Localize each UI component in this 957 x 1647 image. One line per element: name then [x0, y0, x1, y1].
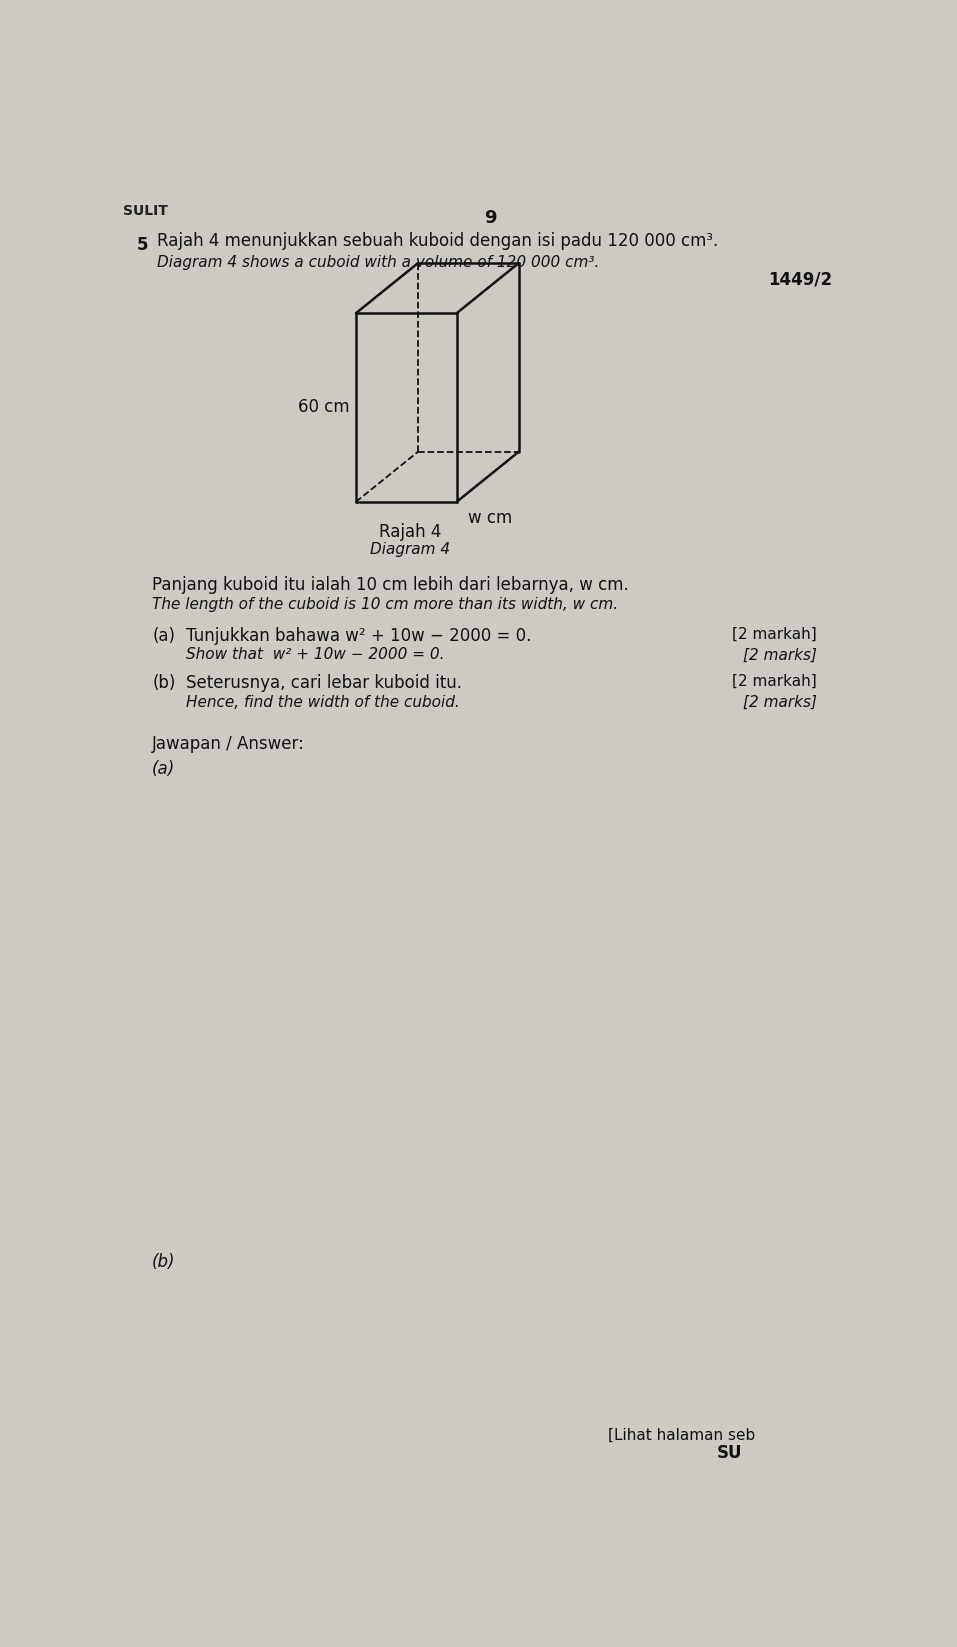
Text: [2 markah]: [2 markah]: [732, 674, 817, 690]
Text: Diagram 4 shows a cuboid with a volume of 120 000 cm³.: Diagram 4 shows a cuboid with a volume o…: [157, 255, 599, 270]
Text: [2 marks]: [2 marks]: [744, 695, 817, 710]
Text: 1449/2: 1449/2: [768, 270, 833, 288]
Text: 9: 9: [484, 209, 497, 227]
Text: Diagram 4: Diagram 4: [370, 542, 451, 557]
Text: [Lihat halaman seb: [Lihat halaman seb: [608, 1428, 755, 1443]
Text: SU: SU: [717, 1443, 742, 1461]
Text: Show that  w² + 10w − 2000 = 0.: Show that w² + 10w − 2000 = 0.: [186, 647, 444, 662]
Text: w cm: w cm: [468, 509, 513, 527]
Text: (b): (b): [152, 674, 175, 692]
Text: Jawapan / Answer:: Jawapan / Answer:: [152, 735, 305, 753]
Text: (a): (a): [152, 626, 175, 644]
Text: (b): (b): [152, 1252, 176, 1270]
Text: [2 marks]: [2 marks]: [744, 647, 817, 662]
Text: Tunjukkan bahawa w² + 10w − 2000 = 0.: Tunjukkan bahawa w² + 10w − 2000 = 0.: [186, 626, 531, 644]
Text: 60 cm: 60 cm: [299, 399, 350, 417]
Text: Panjang kuboid itu ialah 10 cm lebih dari lebarnya, w cm.: Panjang kuboid itu ialah 10 cm lebih dar…: [152, 576, 629, 593]
Text: (a): (a): [152, 759, 175, 777]
Text: Seterusnya, cari lebar kuboid itu.: Seterusnya, cari lebar kuboid itu.: [186, 674, 461, 692]
Text: 5: 5: [137, 236, 148, 254]
Text: SULIT: SULIT: [122, 204, 167, 217]
Text: [2 markah]: [2 markah]: [732, 626, 817, 642]
Text: Rajah 4: Rajah 4: [379, 524, 441, 542]
Text: The length of the cuboid is 10 cm more than its width, w cm.: The length of the cuboid is 10 cm more t…: [152, 596, 618, 611]
Text: Hence, find the width of the cuboid.: Hence, find the width of the cuboid.: [186, 695, 459, 710]
Text: Rajah 4 menunjukkan sebuah kuboid dengan isi padu 120 000 cm³.: Rajah 4 menunjukkan sebuah kuboid dengan…: [157, 232, 718, 250]
